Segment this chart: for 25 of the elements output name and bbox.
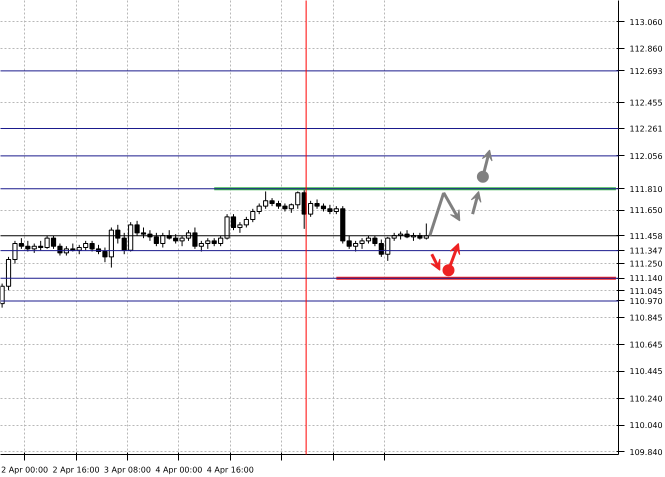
ref-line-label: 110.970 (630, 296, 663, 306)
y-tick-label: 112.860 (630, 44, 663, 54)
ref-line-label: 112.261 (630, 124, 663, 134)
ref-line-label: 112.693 (630, 66, 663, 76)
y-tick-label: 111.045 (630, 286, 663, 296)
y-tick-label: 113.060 (630, 18, 663, 27)
ref-line-label: 111.458 (630, 232, 663, 241)
y-tick-label: 110.845 (630, 314, 663, 323)
y-tick-label: 112.455 (630, 98, 663, 108)
y-tick-label: 111.650 (630, 206, 663, 216)
y-tick-label: 109.840 (630, 448, 663, 457)
x-tick-label: 3 Apr 08:00 (104, 466, 151, 474)
ref-line-label: 111.140 (630, 274, 663, 284)
ref-line-label: 111.347 (630, 246, 663, 256)
x-tick-label: 2 Apr 16:00 (52, 466, 100, 474)
x-tick-label: 4 Apr 16:00 (206, 466, 254, 474)
y-tick-label: 110.040 (630, 421, 663, 430)
y-tick-label: 110.645 (630, 340, 663, 350)
y-tick-label: 111.250 (630, 260, 663, 269)
y-tick-label: 110.240 (630, 394, 663, 404)
x-tick-label: 2 Apr 00:00 (1, 466, 48, 474)
ref-line-label: 111.810 (630, 184, 663, 194)
y-tick-label: 110.445 (630, 367, 663, 376)
ref-line-label: 112.056 (630, 152, 663, 161)
x-tick-label: 4 Apr 00:00 (155, 466, 202, 474)
